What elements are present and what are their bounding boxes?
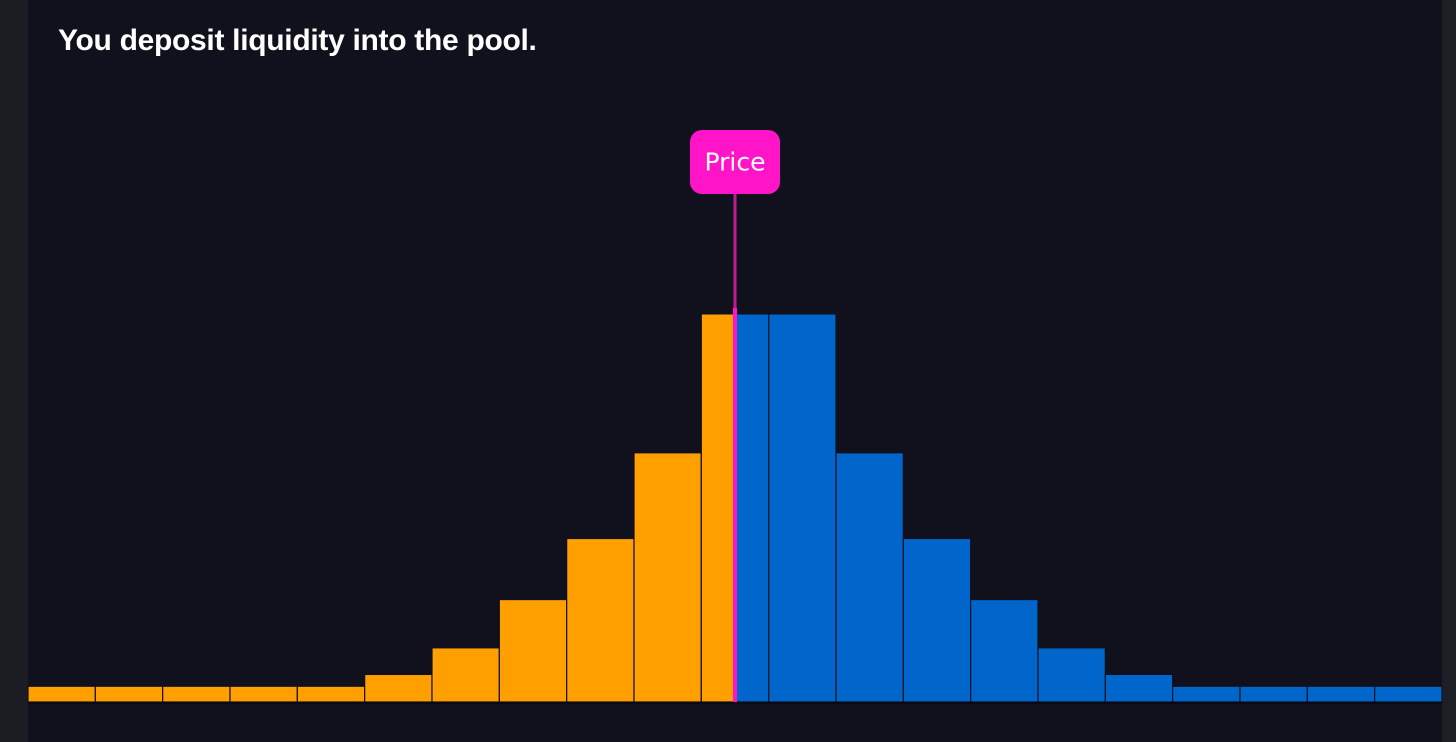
bar-left-4 bbox=[229, 685, 298, 703]
bar-right-17 bbox=[1104, 673, 1174, 703]
bar-right-16 bbox=[1037, 647, 1106, 703]
window-edge bbox=[1442, 0, 1456, 742]
bar-left-7 bbox=[431, 647, 500, 703]
bar-left-5 bbox=[296, 685, 366, 703]
bar-right-15 bbox=[970, 598, 1039, 703]
bar-right-21 bbox=[1374, 685, 1443, 703]
bars-layer bbox=[27, 313, 1443, 703]
price-badge bbox=[690, 130, 780, 194]
bar-split-left-11 bbox=[700, 313, 736, 703]
bar-right-12 bbox=[768, 313, 837, 703]
chart-caption: You deposit liquidity into the pool. bbox=[58, 24, 537, 57]
bar-left-3 bbox=[162, 685, 231, 703]
bar-right-19 bbox=[1239, 685, 1308, 703]
bar-left-9 bbox=[566, 537, 635, 703]
bar-left-1 bbox=[27, 685, 96, 703]
bar-right-18 bbox=[1172, 685, 1241, 703]
price-label: Price bbox=[705, 148, 766, 177]
bar-split-right-11 bbox=[734, 313, 770, 703]
price-marker: Price bbox=[690, 130, 780, 702]
bar-right-13 bbox=[835, 452, 904, 703]
bar-left-2 bbox=[94, 685, 164, 703]
bar-right-20 bbox=[1306, 685, 1376, 703]
bar-left-6 bbox=[364, 673, 433, 703]
bar-left-10 bbox=[633, 452, 702, 703]
bar-right-14 bbox=[902, 537, 972, 703]
bar-left-8 bbox=[498, 598, 568, 703]
